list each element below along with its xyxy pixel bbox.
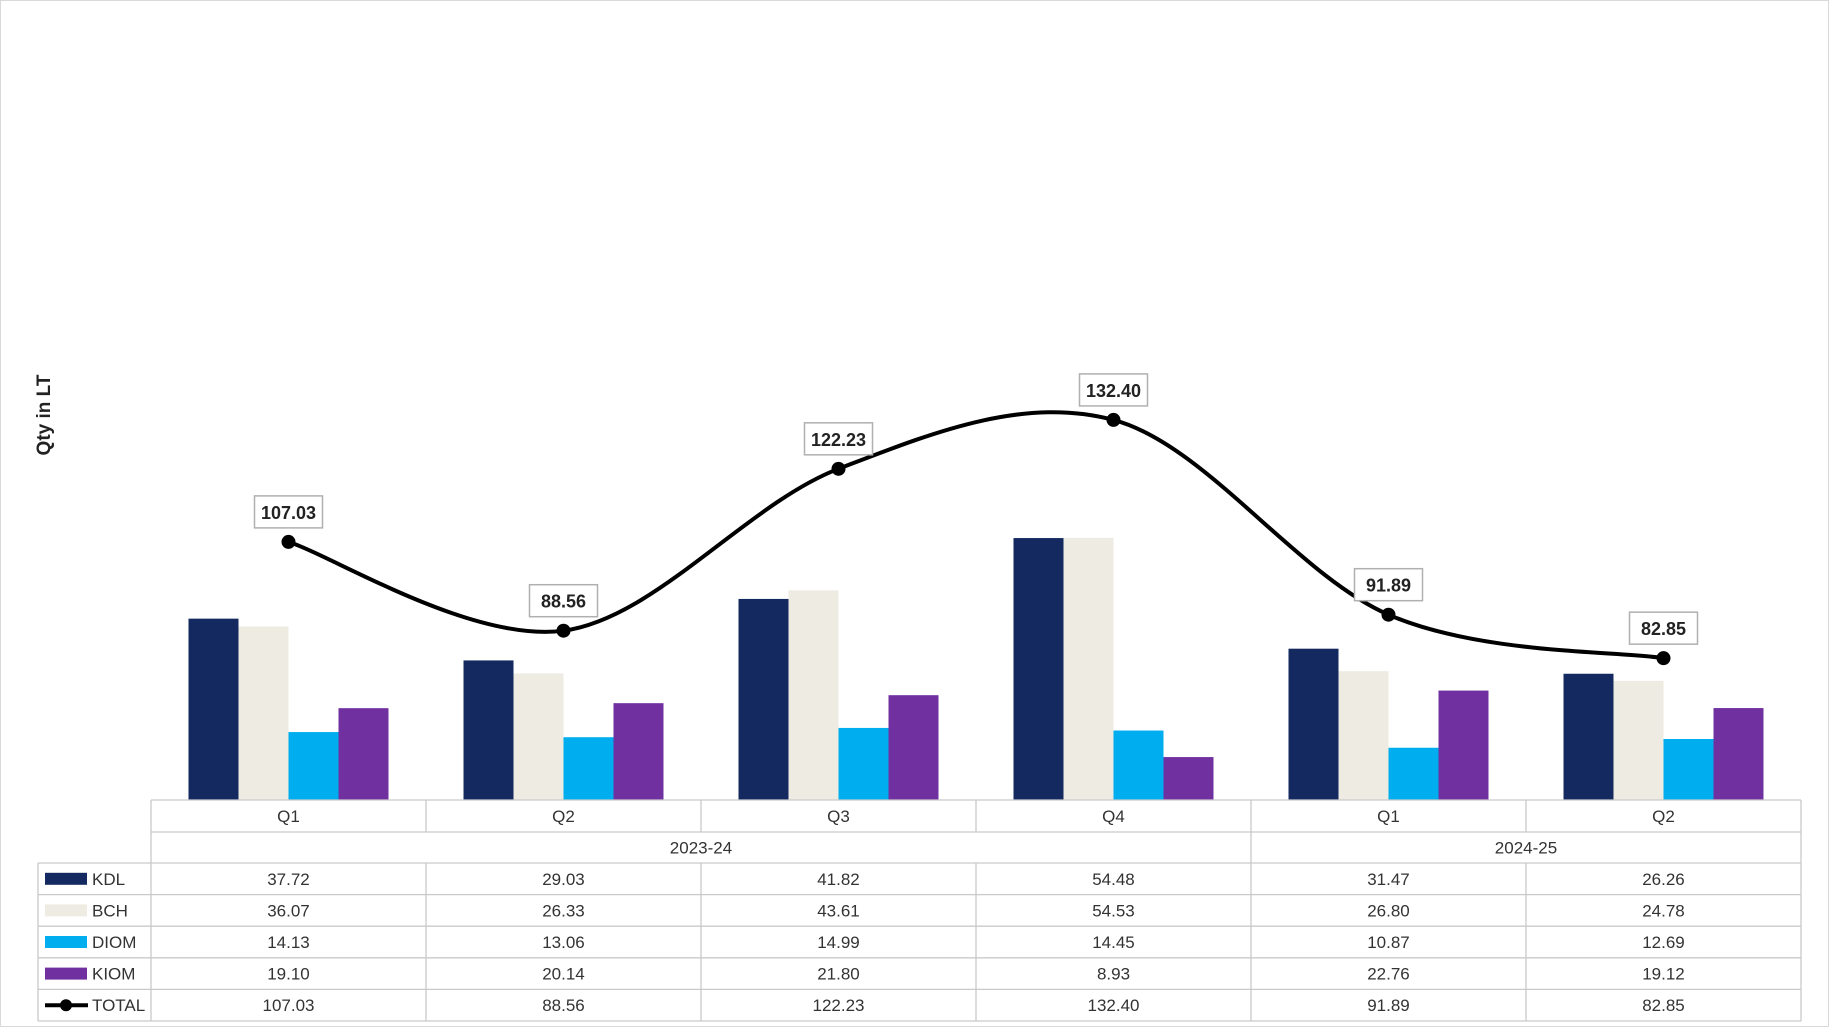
bar-layer xyxy=(188,537,1764,800)
bar-bch xyxy=(1063,537,1114,800)
table-cell: 41.82 xyxy=(817,870,860,889)
data-label-box xyxy=(528,583,599,618)
table-cell: 24.78 xyxy=(1642,901,1685,920)
bar-bch xyxy=(1613,680,1664,800)
data-label-box xyxy=(253,495,324,529)
table-cell: 12.69 xyxy=(1642,933,1685,952)
table-cell: 54.53 xyxy=(1092,901,1135,920)
total-point xyxy=(831,461,846,476)
table-cell: 19.12 xyxy=(1642,965,1685,984)
table-cell: 20.14 xyxy=(542,965,585,984)
bar-kdl xyxy=(738,598,789,800)
bar-kdl xyxy=(1288,648,1339,800)
bar-diom xyxy=(1113,730,1164,800)
legend-key-diom xyxy=(45,936,87,948)
table-cell: 54.48 xyxy=(1092,870,1135,889)
total-point xyxy=(1656,651,1671,666)
data-label: 107.03 xyxy=(261,503,316,523)
bar-kdl xyxy=(1563,673,1614,800)
legend-key-kiom xyxy=(45,967,87,980)
table-cell: 88.56 xyxy=(542,996,585,1015)
data-label: 91.89 xyxy=(1366,576,1411,596)
table-cell: 37.72 xyxy=(267,870,310,889)
data-label-box xyxy=(1353,567,1424,602)
total-line xyxy=(286,410,1666,661)
bar-kdl xyxy=(1013,538,1064,800)
total-line-layer: 107.03 88.56 122.23 132.40 91.89 82.85 xyxy=(253,373,1699,666)
category-label: Q1 xyxy=(1377,807,1400,826)
table-cell: 14.13 xyxy=(267,933,310,952)
data-label: 88.56 xyxy=(541,592,586,612)
data-label: 122.23 xyxy=(811,430,866,450)
table-cell: 26.80 xyxy=(1367,901,1410,920)
table-cell: 22.76 xyxy=(1367,965,1410,984)
table-cell: 26.26 xyxy=(1642,870,1685,889)
table-cell: 29.03 xyxy=(542,870,585,889)
data-label: 132.40 xyxy=(1086,381,1141,401)
y-axis-label: Qty in LT xyxy=(34,374,55,455)
bar-kiom xyxy=(1438,690,1489,800)
table-cell: 26.33 xyxy=(542,901,585,920)
table-cell: 10.87 xyxy=(1367,933,1410,952)
legend-label: DIOM xyxy=(92,933,136,952)
data-label: 82.85 xyxy=(1641,619,1686,639)
category-label: Q4 xyxy=(1102,807,1125,826)
bar-kiom xyxy=(613,703,664,800)
category-label: Q2 xyxy=(1652,807,1675,826)
bar-kiom xyxy=(888,695,939,800)
table-cell: 31.47 xyxy=(1367,870,1410,889)
table-cell: 14.99 xyxy=(817,933,860,952)
category-label: Q1 xyxy=(277,807,300,826)
bar-diom xyxy=(1388,747,1439,800)
group-label: 2023-24 xyxy=(670,839,732,858)
table-cell: 82.85 xyxy=(1642,996,1685,1015)
bar-kdl xyxy=(188,618,239,800)
legend-label: BCH xyxy=(92,901,128,920)
total-point xyxy=(281,534,296,549)
total-point xyxy=(556,623,571,638)
legend-label: KDL xyxy=(92,870,125,889)
data-label-box xyxy=(803,422,874,456)
table-cell: 43.61 xyxy=(817,901,860,920)
table-cell: 122.23 xyxy=(813,996,865,1015)
table-cell: 8.93 xyxy=(1097,965,1130,984)
total-point xyxy=(1106,412,1121,427)
legend-label: TOTAL xyxy=(92,996,145,1015)
bar-diom xyxy=(563,737,614,800)
bar-diom xyxy=(1663,738,1714,800)
table-cell: 36.07 xyxy=(267,901,310,920)
bar-kiom xyxy=(338,708,389,800)
category-label: Q3 xyxy=(827,807,850,826)
bar-kiom xyxy=(1713,708,1764,800)
bar-diom xyxy=(838,727,889,800)
table-cell: 21.80 xyxy=(817,965,860,984)
bar-bch xyxy=(513,673,564,800)
table-cell: 132.40 xyxy=(1088,996,1140,1015)
legend-key-bch xyxy=(45,904,87,917)
data-table: 2023-24 2024-25 Q1 Q2 Q3 Q4 Q1 Q2 KDL 37.72 29.03 4… xyxy=(37,799,1802,1022)
total-point xyxy=(1381,607,1396,622)
legend-key-kdl xyxy=(45,872,87,885)
bar-diom xyxy=(288,732,339,800)
category-label: Q2 xyxy=(552,807,575,826)
legend-label: KIOM xyxy=(92,965,135,984)
table-cell: 19.10 xyxy=(267,965,310,984)
legend-key-marker xyxy=(60,999,72,1012)
bar-kdl xyxy=(463,660,514,800)
table-cell: 13.06 xyxy=(542,933,585,952)
bar-bch xyxy=(788,590,839,800)
table-cell: 14.45 xyxy=(1092,933,1135,952)
data-label-box xyxy=(1078,373,1149,407)
bar-bch xyxy=(1338,671,1389,800)
group-label: 2024-25 xyxy=(1495,839,1557,858)
table-cell: 107.03 xyxy=(263,996,315,1015)
table-cell: 91.89 xyxy=(1367,996,1410,1015)
bar-kiom xyxy=(1163,757,1214,800)
bar-bch xyxy=(238,626,289,800)
data-label-box xyxy=(1628,611,1699,645)
